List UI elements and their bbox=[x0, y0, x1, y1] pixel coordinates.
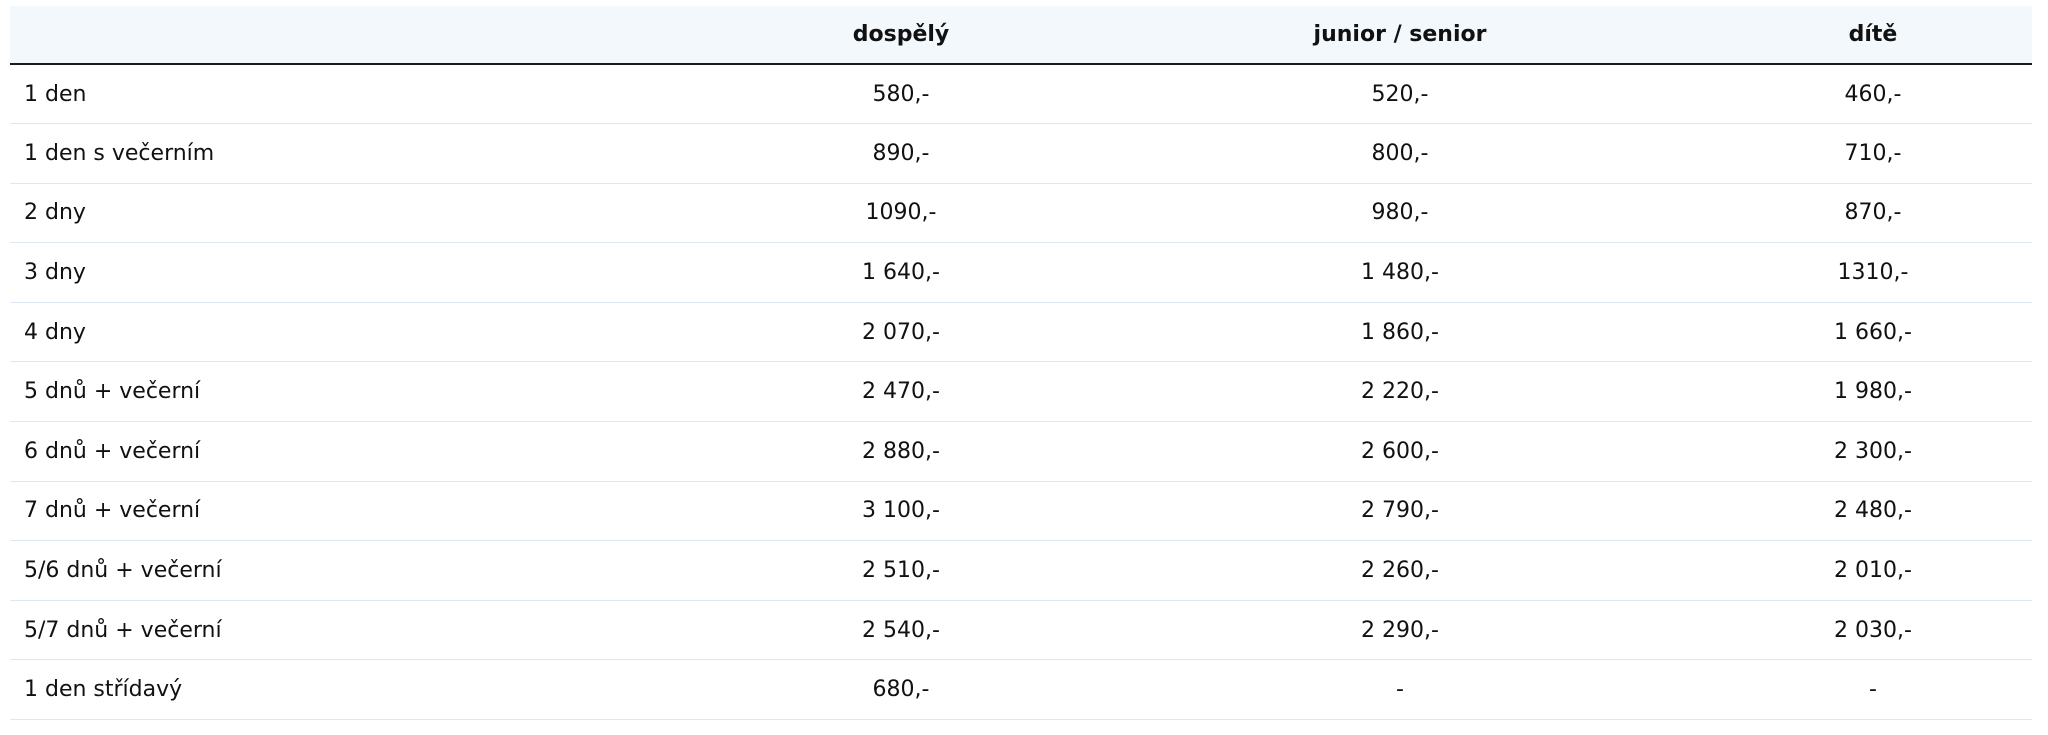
table-row: 5/6 dnů + večerní 2 510,- 2 260,- 2 010,- bbox=[10, 540, 2032, 601]
table-row: 7 dnů + večerní 3 100,- 2 790,- 2 480,- bbox=[10, 481, 2032, 542]
row-label: 5/7 dnů + večerní bbox=[10, 600, 716, 661]
table-row: 5/7 dnů + večerní 2 540,- 2 290,- 2 030,- bbox=[10, 600, 2032, 661]
table-row: 3 dny 1 640,- 1 480,- 1310,- bbox=[10, 242, 2032, 303]
price-cell: - bbox=[1086, 659, 1714, 721]
row-label: 5/6 dnů + večerní bbox=[10, 540, 716, 601]
header-row: dospělý junior / senior dítě bbox=[10, 6, 2032, 65]
price-cell: 1 860,- bbox=[1086, 302, 1714, 363]
price-cell: 800,- bbox=[1086, 123, 1714, 184]
table-row: 4 dny 2 070,- 1 860,- 1 660,- bbox=[10, 302, 2032, 363]
price-cell: 980,- bbox=[1086, 183, 1714, 244]
price-cell: 2 540,- bbox=[716, 600, 1086, 661]
row-label: 3 dny bbox=[10, 242, 716, 303]
row-label: 1 den bbox=[10, 64, 716, 125]
price-cell: 2 070,- bbox=[716, 302, 1086, 363]
row-label: 2 dny bbox=[10, 183, 716, 244]
table-header: dospělý junior / senior dítě bbox=[10, 6, 2032, 65]
price-cell: 2 260,- bbox=[1086, 540, 1714, 601]
price-cell: 1 640,- bbox=[716, 242, 1086, 303]
row-label: 6 dnů + večerní bbox=[10, 421, 716, 482]
price-cell: 2 480,- bbox=[1714, 481, 2032, 542]
price-cell: 2 510,- bbox=[716, 540, 1086, 601]
row-label: 4 dny bbox=[10, 302, 716, 363]
price-cell: 1310,- bbox=[1714, 242, 2032, 303]
price-cell: 870,- bbox=[1714, 183, 2032, 244]
price-cell: - bbox=[1714, 659, 2032, 721]
row-label: 5 dnů + večerní bbox=[10, 361, 716, 423]
table-row: 1 den 580,- 520,- 460,- bbox=[10, 64, 2032, 125]
table-row: 6 dnů + večerní 2 880,- 2 600,- 2 300,- bbox=[10, 421, 2032, 482]
table-row: 1 den střídavý 680,- - - bbox=[10, 659, 2032, 721]
price-cell: 1 660,- bbox=[1714, 302, 2032, 363]
price-cell: 520,- bbox=[1086, 64, 1714, 125]
table-row: 5 dnů + večerní 2 470,- 2 220,- 1 980,- bbox=[10, 361, 2032, 423]
price-cell: 2 880,- bbox=[716, 421, 1086, 482]
price-cell: 2 030,- bbox=[1714, 600, 2032, 661]
price-cell: 2 290,- bbox=[1086, 600, 1714, 661]
header-cell: dospělý bbox=[716, 6, 1086, 65]
price-cell: 680,- bbox=[716, 659, 1086, 721]
price-cell: 710,- bbox=[1714, 123, 2032, 184]
row-label: 7 dnů + večerní bbox=[10, 481, 716, 542]
table-row: 1 den s večerním 890,- 800,- 710,- bbox=[10, 123, 2032, 184]
price-cell: 2 790,- bbox=[1086, 481, 1714, 542]
header-cell bbox=[10, 6, 716, 65]
table-row: 2 dny 1090,- 980,- 870,- bbox=[10, 183, 2032, 244]
price-table: dospělý junior / senior dítě 1 den 580,- 520… bbox=[10, 6, 2032, 721]
row-label: 1 den s večerním bbox=[10, 123, 716, 184]
price-cell: 3 100,- bbox=[716, 481, 1086, 542]
price-cell: 460,- bbox=[1714, 64, 2032, 125]
table-body: 1 den 580,- 520,- 460,- 1 den s večerním 890,… bbox=[10, 64, 2032, 721]
price-cell: 1 480,- bbox=[1086, 242, 1714, 303]
price-cell: 2 010,- bbox=[1714, 540, 2032, 601]
price-cell: 2 470,- bbox=[716, 361, 1086, 423]
price-cell: 2 220,- bbox=[1086, 361, 1714, 423]
header-cell: dítě bbox=[1714, 6, 2032, 65]
price-cell: 890,- bbox=[716, 123, 1086, 184]
row-label: 1 den střídavý bbox=[10, 659, 716, 721]
price-cell: 1090,- bbox=[716, 183, 1086, 244]
price-cell: 1 980,- bbox=[1714, 361, 2032, 423]
header-cell: junior / senior bbox=[1086, 6, 1714, 65]
price-cell: 580,- bbox=[716, 64, 1086, 125]
price-cell: 2 600,- bbox=[1086, 421, 1714, 482]
price-cell: 2 300,- bbox=[1714, 421, 2032, 482]
